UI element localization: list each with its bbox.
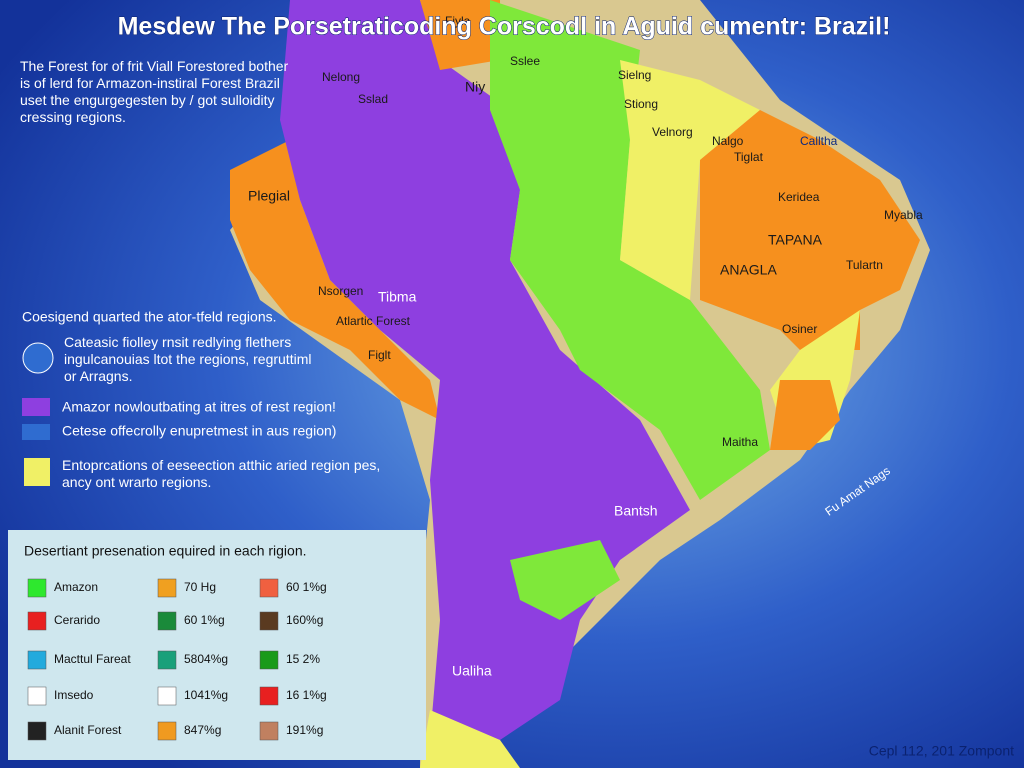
table-icon [259, 721, 279, 741]
region [620, 60, 760, 300]
map-label: Maitha [722, 435, 758, 449]
map-label: Fiyla [445, 14, 471, 28]
table-cell: Macttul Fareat [54, 652, 131, 666]
map-label: Stiong [624, 97, 658, 111]
map-label: Osiner [782, 322, 817, 336]
table-icon [27, 721, 47, 741]
map-label: Tiglat [734, 150, 764, 164]
table-cell: Alanit Forest [54, 723, 122, 737]
table-icon [259, 611, 279, 631]
map-label: Niy [465, 79, 485, 95]
map-label: TAPANA [768, 232, 823, 248]
table-icon [27, 578, 47, 598]
map-label: Keridea [778, 190, 820, 204]
title: Mesdew The Porsetraticoding Corscodl in … [118, 13, 891, 41]
legend-item-box: Entoprcations of eeseection atthic aried… [62, 457, 381, 490]
table-cell: 191%g [286, 723, 323, 737]
map-label: Nalgo [712, 134, 744, 148]
table-cell: 160%g [286, 613, 323, 627]
table-icon [27, 650, 47, 670]
legend-swatch [22, 424, 50, 440]
table-cell: 70 Hg [184, 580, 216, 594]
table-title: Desertiant presenation equired in each r… [24, 543, 307, 559]
table-icon [259, 578, 279, 598]
table-cell: Imsedo [54, 688, 94, 702]
table-icon [27, 686, 47, 706]
table-icon [259, 650, 279, 670]
map-label: Tibma [378, 289, 417, 305]
globe-icon [22, 342, 54, 374]
map-label: Plegial [248, 188, 290, 204]
table-icon [27, 611, 47, 631]
table-cell: 847%g [184, 723, 221, 737]
map-label: Velnorg [652, 125, 693, 139]
region [700, 110, 920, 350]
table-icon [157, 686, 177, 706]
legend-item: Cateasic fiolley rnsit redlying flethers… [64, 334, 312, 384]
map-label: Bantsh [614, 503, 658, 519]
region [420, 710, 520, 768]
region [770, 380, 840, 450]
table: Amazon 70 Hg 60 1%g Cerarido 60 1%g 160%g Mact… [27, 578, 327, 741]
map-label: Figlt [368, 348, 391, 362]
map-label: Sslee [510, 54, 540, 68]
region [230, 140, 440, 420]
table-cell: Cerarido [54, 613, 100, 627]
table-cell: Amazon [54, 580, 98, 594]
legend-item: Entoprcations of eeseection atthic aried… [62, 457, 381, 490]
map-label: Nelong [322, 70, 360, 84]
map-label: Myabla [884, 208, 923, 222]
table-cell: 5804%g [184, 652, 228, 666]
table-cell: 1041%g [184, 688, 228, 702]
map-label: Nsorgen [318, 284, 363, 298]
map-label: Calltha [800, 134, 838, 148]
table-cell: 60 1%g [286, 580, 327, 594]
legend-item: Amazor nowloutbating at itres of rest re… [62, 399, 336, 415]
intro-box: The Forest for of frit Viall Forestored … [20, 58, 289, 125]
table-panel [8, 530, 426, 760]
table-icon [157, 611, 177, 631]
table-cell: 60 1%g [184, 613, 225, 627]
legend-swatch [24, 458, 50, 486]
map-label: Tulartn [846, 258, 883, 272]
legend-swatch [22, 398, 50, 416]
table-cell: 16 1%g [286, 688, 327, 702]
map [230, 0, 930, 768]
legend-item-box: Cateasic fiolley rnsit redlying flethers… [64, 334, 312, 384]
footer: Cepl 112, 201 Zompont [869, 743, 1014, 759]
map-label: Sslad [358, 92, 388, 106]
region [510, 540, 620, 620]
region [420, 0, 500, 70]
map-label: Sielng [618, 68, 651, 82]
legend-heading: Coesigend quarted the ator-tfeld regions… [22, 309, 277, 325]
map-label: Atlartic Forest [336, 314, 411, 328]
table-icon [157, 721, 177, 741]
legend-item: Cetese offecrolly enupretmest in aus reg… [62, 423, 336, 439]
region [490, 0, 770, 500]
map-label: Ualiha [452, 663, 492, 679]
intro: The Forest for of frit Viall Forestored … [20, 58, 289, 125]
table-icon [157, 650, 177, 670]
table-cell: 15 2% [286, 652, 320, 666]
map-label: ANAGLA [720, 262, 777, 278]
table-icon [157, 578, 177, 598]
table-icon [259, 686, 279, 706]
